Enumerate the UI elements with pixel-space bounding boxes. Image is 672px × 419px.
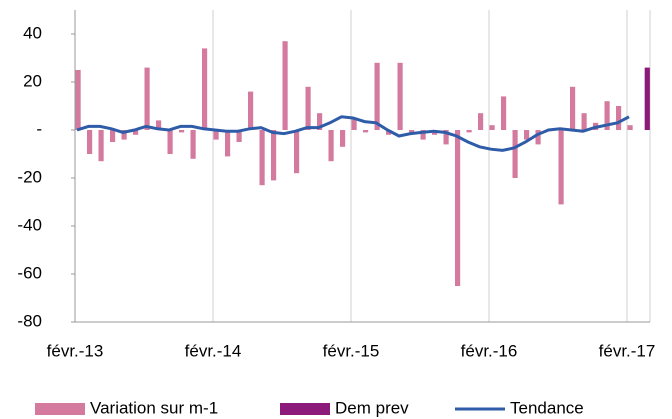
bar: [305, 86, 311, 130]
bar: [133, 130, 139, 135]
trend-line: [76, 115, 630, 152]
bar: [167, 130, 173, 154]
bar: [87, 130, 93, 154]
bar: [213, 130, 219, 140]
bar: [156, 120, 162, 130]
bar: [570, 86, 576, 130]
bar: [225, 130, 231, 157]
bar: [644, 67, 650, 130]
bar: [363, 130, 369, 133]
bar: [386, 130, 392, 135]
bar: [443, 130, 449, 145]
bar: [294, 130, 300, 174]
y-tick-label: -40: [17, 215, 42, 234]
bar: [259, 130, 265, 186]
x-tick-label: févr.-17: [599, 341, 656, 360]
bar: [489, 125, 495, 130]
bar: [202, 48, 208, 130]
y-tick-label: -80: [17, 311, 42, 330]
legend-label: Tendance: [510, 398, 584, 417]
bar: [627, 125, 633, 130]
y-tick-label: -20: [17, 167, 42, 186]
bar: [409, 130, 415, 133]
y-tick-label: 40: [23, 23, 42, 42]
bar: [351, 118, 357, 130]
legend-swatch: [280, 403, 330, 415]
bar: [121, 130, 127, 140]
legend-label: Variation sur m-1: [90, 398, 218, 417]
bar: [271, 130, 277, 181]
y-tick-label: -: [36, 119, 42, 138]
bar: [236, 130, 242, 142]
bar: [98, 130, 104, 162]
bar: [75, 70, 81, 130]
bar: [328, 130, 334, 162]
bar: [179, 130, 185, 133]
x-tick-label: févr.-15: [323, 341, 380, 360]
legend-swatch: [35, 403, 85, 415]
bar: [535, 130, 541, 145]
bar: [501, 96, 507, 130]
x-tick-label: févr.-14: [185, 341, 242, 360]
y-tick-label: -60: [17, 263, 42, 282]
bar: [478, 113, 484, 130]
bar: [190, 130, 196, 159]
bar: [282, 41, 288, 131]
bar: [466, 130, 472, 133]
bar: [144, 67, 150, 130]
bar: [558, 130, 564, 205]
bar: [317, 113, 323, 130]
x-tick-label: févr.-13: [47, 341, 104, 360]
bar: [455, 130, 461, 286]
bar: [248, 91, 254, 130]
bar: [397, 62, 403, 130]
bar: [581, 113, 587, 130]
legend-label: Dem prev: [335, 398, 409, 417]
bar: [604, 101, 610, 130]
bar: [420, 130, 426, 140]
y-tick-label: 20: [23, 71, 42, 90]
bar: [616, 106, 622, 130]
bar: [374, 62, 380, 130]
x-tick-label: févr.-16: [461, 341, 518, 360]
bar: [524, 130, 530, 140]
bar: [340, 130, 346, 147]
bar: [110, 130, 116, 142]
bar: [512, 130, 518, 178]
